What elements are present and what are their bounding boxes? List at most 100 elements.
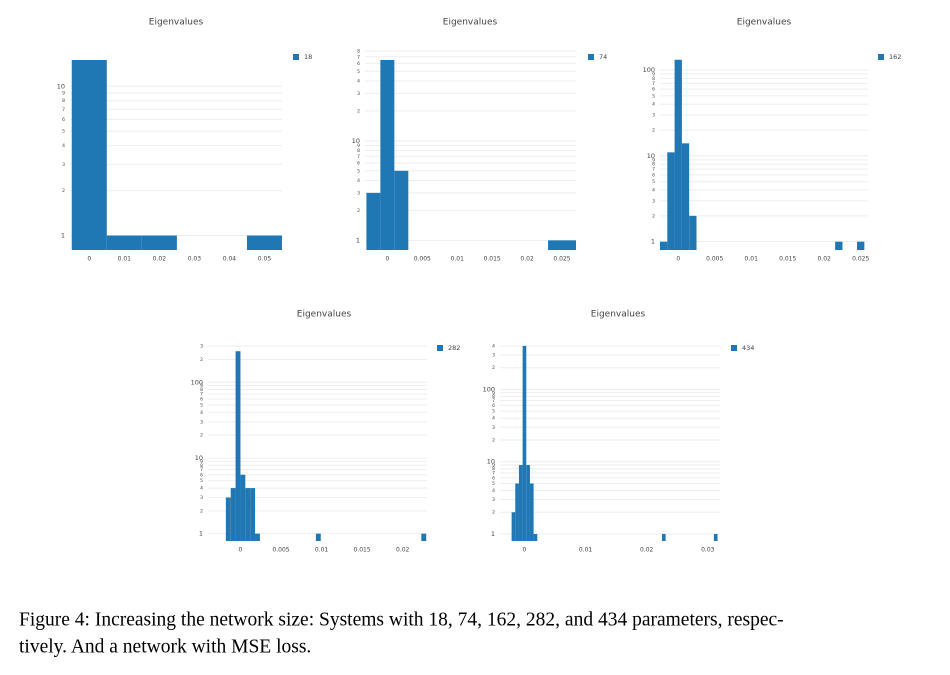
legend-label: 18: [304, 53, 312, 61]
legend-swatch: [293, 54, 299, 60]
histogram-bar: [315, 533, 321, 541]
y-tick-label: 6: [200, 397, 203, 403]
histogram-bar: [857, 241, 865, 250]
y-tick-label: 8: [357, 148, 360, 154]
histogram-bar: [366, 192, 381, 250]
y-tick-label: 3: [492, 425, 495, 431]
y-tick-label: 5: [652, 93, 655, 99]
histogram-bar: [674, 59, 682, 250]
y-tick-label: 3: [357, 190, 360, 196]
y-tick-label: 8: [62, 98, 65, 104]
y-tick-label: 7: [357, 154, 360, 160]
y-tick-label: 10: [195, 454, 203, 462]
y-tick-label: 5: [200, 403, 203, 409]
x-tick-label: 0: [87, 256, 91, 263]
y-tick-label: 5: [62, 129, 65, 135]
y-tick-label: 3: [200, 419, 203, 425]
x-tick-label: 0.015: [354, 547, 371, 554]
y-tick-label: 9: [200, 459, 203, 465]
chart-title: Eigenvalues: [443, 18, 498, 28]
y-tick-label: 8: [492, 466, 495, 472]
y-tick-label: 7: [492, 470, 495, 476]
y-tick-label: 10: [57, 82, 65, 90]
x-tick-label: 0.03: [188, 256, 202, 263]
y-tick-label: 2: [652, 213, 655, 219]
y-tick-label: 4: [357, 178, 360, 184]
histogram-bar: [548, 240, 576, 250]
y-tick-label: 5: [652, 179, 655, 185]
histogram-bar: [667, 152, 675, 250]
y-tick-label: 5: [357, 168, 360, 174]
y-tick-label: 9: [200, 383, 203, 389]
y-tick-label: 6: [492, 403, 495, 409]
y-tick-label: 4: [200, 486, 203, 492]
x-tick-label: 0.015: [484, 256, 501, 263]
y-tick-label: 9: [492, 390, 495, 396]
legend-swatch: [731, 345, 737, 351]
legend-swatch: [588, 54, 594, 60]
histogram-bar: [515, 483, 519, 541]
y-tick-label: 2: [357, 108, 360, 114]
y-tick-label: 7: [357, 54, 360, 60]
histogram-bar: [245, 488, 251, 541]
y-tick-label: 3: [652, 198, 655, 204]
histogram-bar: [255, 533, 260, 541]
y-tick-label: 2: [652, 128, 655, 134]
histogram-bar: [141, 235, 177, 250]
histogram-bar: [526, 465, 530, 541]
histogram-bar: [250, 488, 256, 541]
legend-swatch: [878, 54, 884, 60]
legend-label: 74: [599, 53, 607, 61]
histogram-bar: [689, 215, 697, 250]
x-tick-label: 0.005: [414, 256, 431, 263]
histogram-bar: [230, 488, 236, 541]
x-tick-label: 0.02: [396, 547, 410, 554]
y-tick-label: 6: [492, 475, 495, 481]
x-tick-label: 0.04: [223, 256, 237, 263]
y-tick-label: 4: [62, 143, 65, 149]
y-tick-label: 5: [492, 409, 495, 415]
histogram-bar: [225, 497, 231, 541]
histogram-bar: [529, 483, 534, 541]
histogram-bar: [661, 533, 666, 541]
y-tick-label: 4: [492, 488, 495, 494]
chart-title: Eigenvalues: [591, 310, 646, 320]
x-tick-label: 0.025: [553, 256, 570, 263]
y-tick-label: 6: [357, 61, 360, 67]
histogram-bar: [246, 235, 282, 250]
y-tick-label: 100: [191, 378, 203, 386]
y-tick-label: 100: [643, 66, 655, 74]
y-tick-label: 8: [200, 463, 203, 469]
histogram-bar: [681, 143, 690, 250]
legend-label: 434: [742, 344, 754, 352]
y-tick-label: 7: [492, 398, 495, 404]
y-tick-label: 6: [200, 472, 203, 478]
legend-label: 162: [889, 53, 901, 61]
y-tick-label: 6: [357, 160, 360, 166]
y-tick-label: 4: [357, 78, 360, 84]
y-tick-label: 2: [492, 365, 495, 371]
y-tick-label: 2: [200, 433, 203, 439]
y-tick-label: 9: [492, 463, 495, 469]
y-tick-label: 6: [652, 172, 655, 178]
histogram-bar: [835, 241, 843, 250]
x-tick-label: 0.02: [153, 256, 167, 263]
y-tick-label: 2: [492, 437, 495, 443]
y-tick-label: 8: [492, 394, 495, 400]
y-tick-label: 3: [492, 353, 495, 359]
y-tick-label: 7: [652, 81, 655, 87]
y-tick-label: 2: [492, 510, 495, 516]
y-tick-label: 7: [200, 391, 203, 397]
histogram-bar: [240, 474, 246, 541]
x-tick-label: 0: [239, 547, 243, 554]
histogram-bar: [518, 465, 523, 541]
y-tick-label: 10: [647, 152, 655, 160]
x-tick-label: 0.005: [272, 547, 289, 554]
y-tick-label: 4: [652, 188, 655, 194]
x-tick-label: 0.01: [745, 256, 759, 263]
y-tick-label: 4: [200, 410, 203, 416]
histogram-bar: [394, 170, 409, 250]
x-tick-label: 0.005: [706, 256, 723, 263]
x-tick-label: 0: [523, 547, 527, 554]
